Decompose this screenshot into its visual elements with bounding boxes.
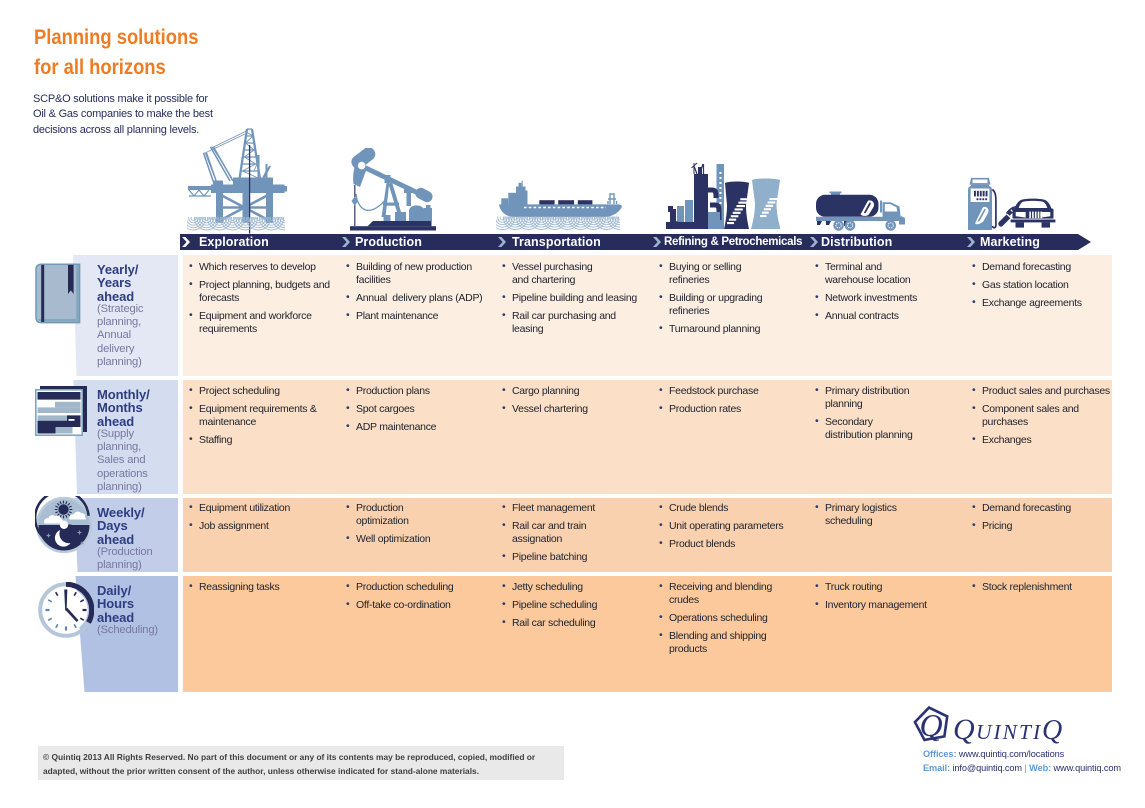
svg-text:Q: Q — [920, 707, 943, 743]
svg-text:Q: Q — [1042, 715, 1062, 746]
svg-text:Q: Q — [953, 713, 975, 746]
svg-text:UINTI: UINTI — [976, 720, 1042, 744]
